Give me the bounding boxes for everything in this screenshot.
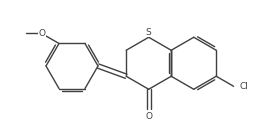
Text: S: S bbox=[146, 28, 152, 37]
Text: O: O bbox=[38, 29, 45, 38]
Text: Cl: Cl bbox=[239, 82, 249, 91]
Text: O: O bbox=[145, 112, 152, 121]
